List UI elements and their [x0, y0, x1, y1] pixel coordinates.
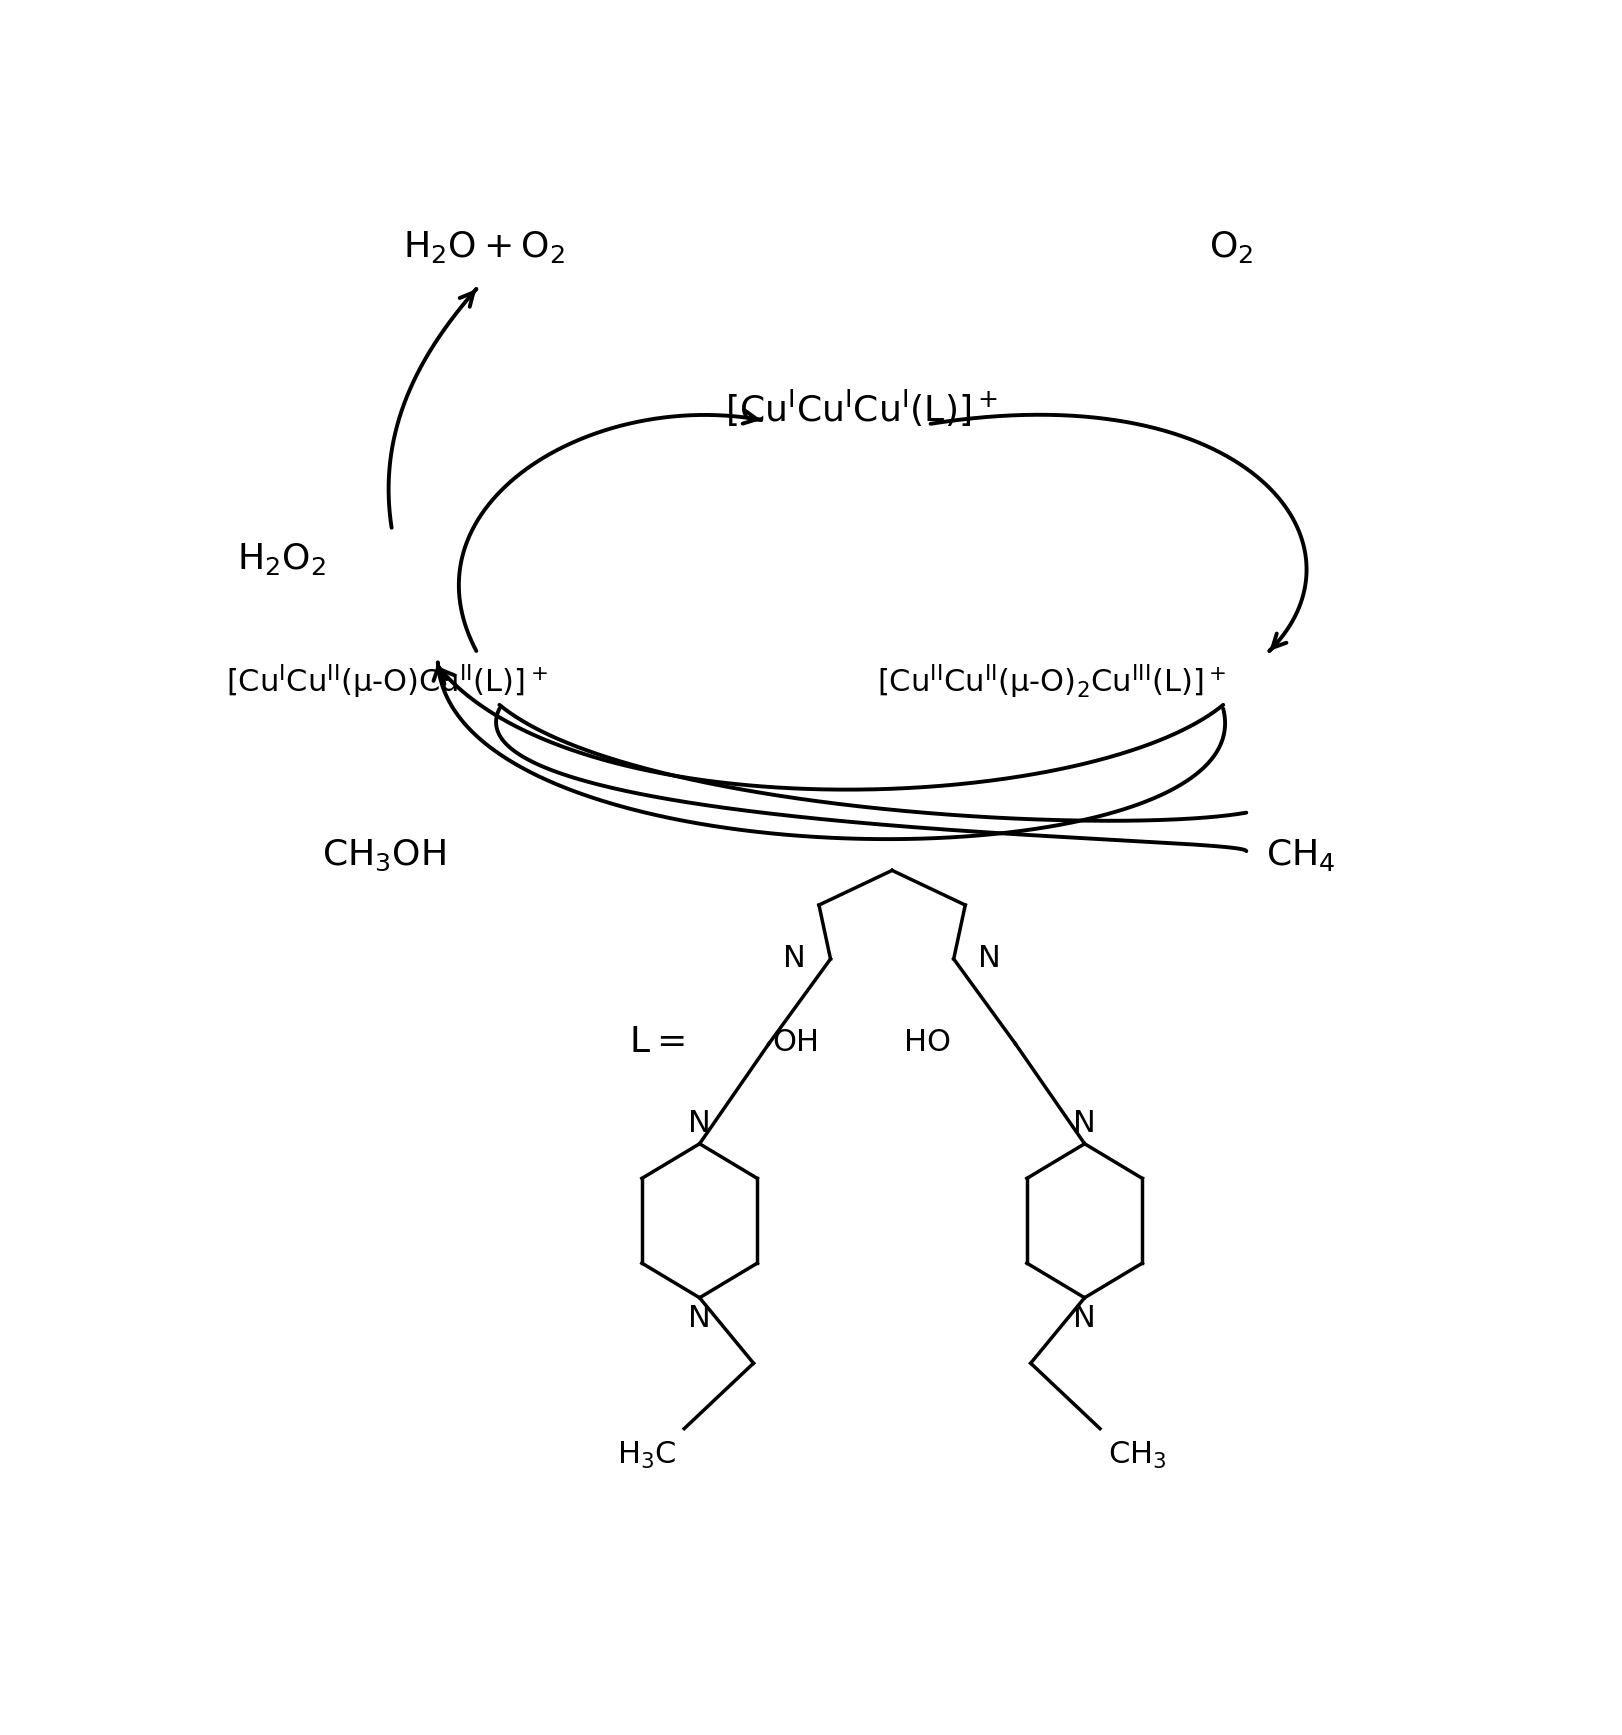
Text: $\mathsf{O_2}$: $\mathsf{O_2}$: [1208, 229, 1254, 265]
Text: N: N: [1074, 1109, 1096, 1138]
Text: $\mathsf{CH_3}$: $\mathsf{CH_3}$: [1108, 1440, 1166, 1471]
Text: $\mathsf{H_2O_2}$: $\mathsf{H_2O_2}$: [237, 541, 326, 576]
Text: $\mathsf{H_2O + O_2}$: $\mathsf{H_2O + O_2}$: [404, 229, 564, 265]
Text: N: N: [783, 944, 806, 973]
Text: $\mathsf{L =}$: $\mathsf{L =}$: [629, 1025, 684, 1058]
Text: $\mathsf{[Cu^ICu^{II}(\mu\text{-}O)Cu^{II}(L)]^+}$: $\mathsf{[Cu^ICu^{II}(\mu\text{-}O)Cu^{I…: [225, 663, 548, 701]
Text: $\mathsf{H_3C}$: $\mathsf{H_3C}$: [616, 1440, 676, 1471]
Text: N: N: [1074, 1305, 1096, 1332]
Text: N: N: [688, 1305, 710, 1332]
Text: OH: OH: [772, 1027, 819, 1057]
Text: HO: HO: [903, 1027, 950, 1057]
Text: $\mathsf{CH_3OH}$: $\mathsf{CH_3OH}$: [321, 838, 446, 873]
Text: $\mathsf{CH_4}$: $\mathsf{CH_4}$: [1265, 836, 1335, 873]
Text: N: N: [978, 944, 1001, 973]
Text: $\mathsf{[Cu^{II}Cu^{II}(\mu\text{-}O)_2Cu^{III}(L)]^+}$: $\mathsf{[Cu^{II}Cu^{II}(\mu\text{-}O)_2…: [878, 663, 1226, 701]
Text: N: N: [688, 1109, 710, 1138]
Text: $\mathsf{[Cu^ICu^ICu^I(L)]^+}$: $\mathsf{[Cu^ICu^ICu^I(L)]^+}$: [725, 389, 998, 429]
